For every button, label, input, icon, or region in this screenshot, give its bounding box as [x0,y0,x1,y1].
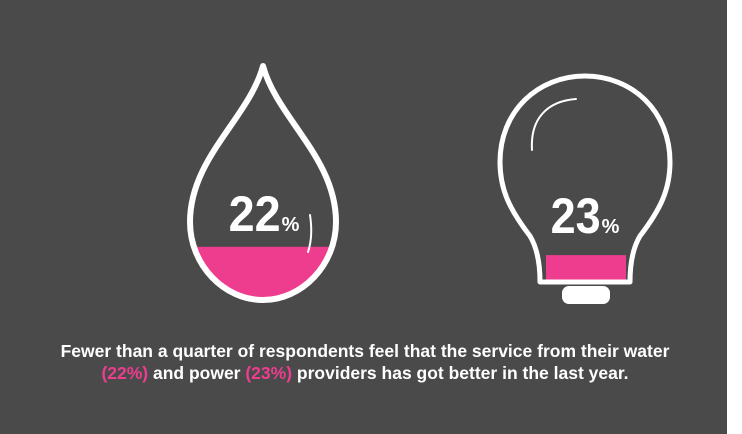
caption-part-2: and power [148,363,246,383]
caption-text: Fewer than a quarter of respondents feel… [60,340,670,384]
water-percent-number: 22 [229,186,281,242]
caption-power-value: (23%) [245,363,293,383]
water-drop-outline [187,63,339,303]
water-drop-highlight [307,214,313,253]
caption-part-1: Fewer than a quarter of respondents feel… [60,341,670,361]
light-bulb-outline [497,73,673,285]
page-margin [727,0,742,434]
caption-part-3: providers has got better in the last yea… [292,363,629,383]
light-bulb-base [562,286,610,304]
water-percent: 22% [229,186,300,242]
power-fill-level [546,255,626,282]
light-bulb-highlight [530,98,577,151]
caption-water-value: (22%) [101,363,149,383]
power-percent: 23% [551,188,620,244]
infographic-panel [0,0,727,434]
power-percent-sign: % [602,216,620,238]
power-percent-number: 23 [551,188,601,244]
water-percent-sign: % [282,214,300,236]
light-bulb-icon [497,73,673,304]
